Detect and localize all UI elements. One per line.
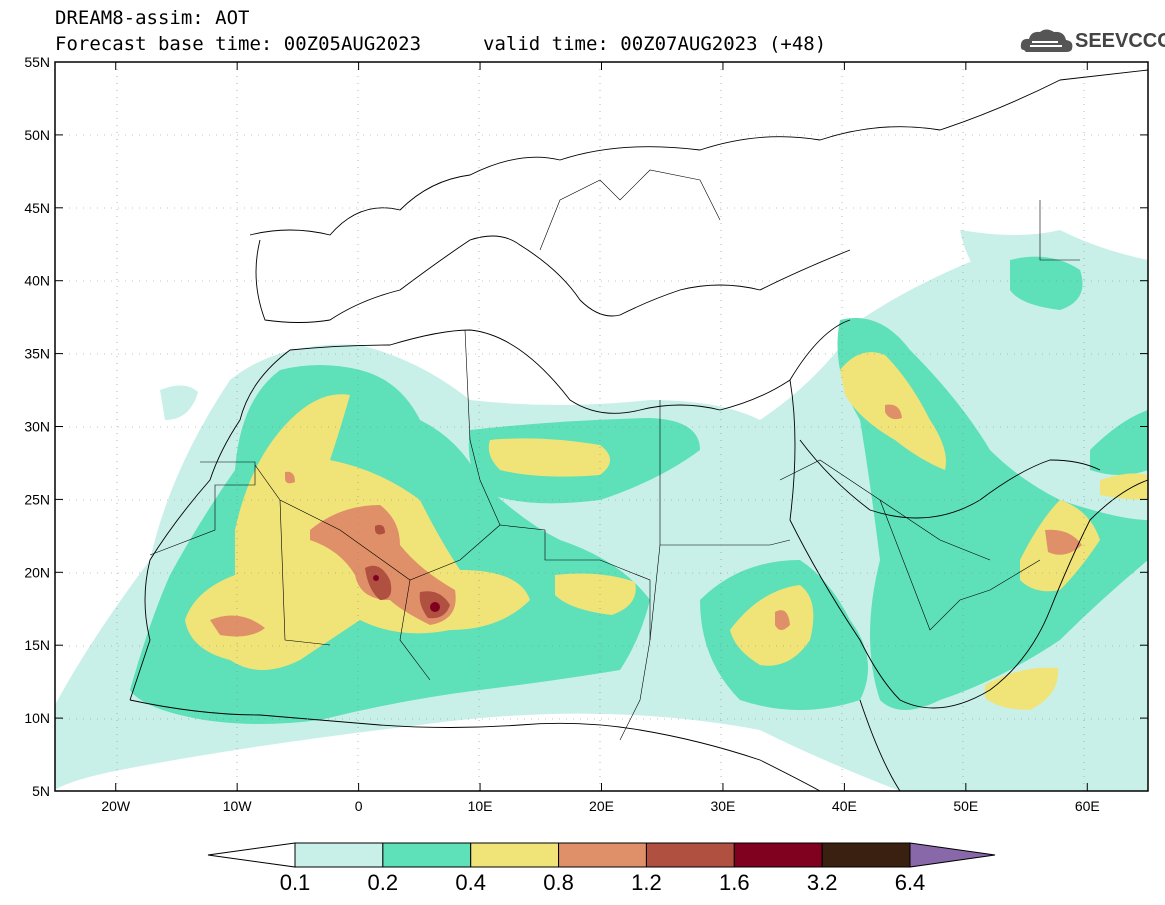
x-tick-label: 20W	[101, 798, 131, 814]
colorbar-swatch	[645, 842, 735, 868]
x-tick-label: 20E	[589, 798, 614, 814]
y-tick-label: 50N	[24, 127, 50, 143]
y-tick-label: 10N	[24, 710, 50, 726]
y-tick-label: 15N	[24, 637, 50, 653]
x-tick-label: 0	[355, 798, 363, 814]
colorbar-label: 0.4	[455, 870, 486, 895]
y-tick-label: 20N	[24, 564, 50, 580]
x-tick-label: 60E	[1075, 798, 1100, 814]
x-tick-label: 10E	[468, 798, 493, 814]
colorbar-high-arrow	[909, 842, 996, 868]
aot-level-1-6	[373, 575, 440, 612]
y-tick-label: 55N	[24, 54, 50, 70]
colorbar-label: 0.8	[543, 870, 574, 895]
valid-time: valid time: 00Z07AUG2023 (+48)	[483, 33, 827, 55]
x-tick-label: 30E	[710, 798, 735, 814]
coastlines	[129, 69, 1148, 791]
cloud-logo-icon	[1020, 29, 1073, 52]
x-axis-ticks: 20W 10W 0 10E 20E 30E 40E 50E 60E	[101, 62, 1100, 814]
base-time: Forecast base time: 00Z05AUG2023	[55, 33, 422, 55]
y-tick-label: 45N	[24, 200, 50, 216]
colorbar-swatch	[382, 842, 472, 868]
logo-text: SEEVCCC	[1075, 30, 1165, 52]
country-borders	[149, 169, 1080, 741]
aot-level-1-2	[365, 524, 450, 619]
x-tick-label: 40E	[832, 798, 857, 814]
colorbar-label: 1.6	[719, 870, 750, 895]
colorbar-label: 3.2	[807, 870, 838, 895]
y-tick-label: 25N	[24, 491, 50, 507]
y-axis-ticks: 5N 10N 15N 20N 25N 30N 35N 40N 45N 50N 55N	[24, 54, 1148, 799]
colorbar-label: 1.2	[631, 870, 662, 895]
map-title: DREAM8-assim: AOT	[55, 7, 250, 29]
colorbar-label: 6.4	[895, 870, 926, 895]
colorbar: 0.1 0.2 0.4 0.8 1.2 1.6 3.2 6.4	[207, 842, 996, 895]
colorbar-label: 0.2	[368, 870, 399, 895]
y-tick-label: 5N	[32, 783, 50, 799]
x-tick-label: 50E	[953, 798, 978, 814]
colorbar-swatch	[558, 842, 647, 868]
colorbar-swatch	[733, 842, 823, 868]
x-tick-label: 10W	[223, 798, 253, 814]
colorbar-label: 0.1	[280, 870, 311, 895]
colorbar-swatch	[821, 842, 911, 868]
colorbar-swatch	[294, 842, 384, 868]
colorbar-low-arrow	[207, 842, 296, 868]
aot-field	[55, 230, 1148, 791]
aot-level-0-8	[210, 404, 1082, 637]
gridlines	[55, 62, 1148, 791]
y-tick-label: 40N	[24, 273, 50, 289]
y-tick-label: 35N	[24, 346, 50, 362]
y-tick-label: 30N	[24, 419, 50, 435]
colorbar-swatch	[470, 842, 560, 868]
